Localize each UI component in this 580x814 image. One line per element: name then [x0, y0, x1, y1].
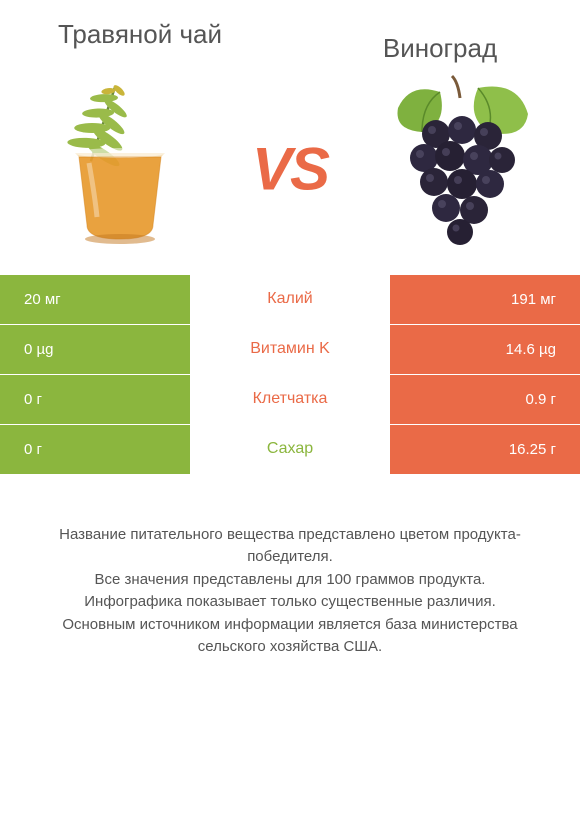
footer-text: Название питательного вещества представл… — [0, 474, 580, 659]
table-row: 0 гКлетчатка0.9 г — [0, 374, 580, 424]
cell-left-value: 20 мг — [0, 275, 190, 324]
cell-nutrient-name: Клетчатка — [190, 375, 390, 424]
cell-nutrient-name: Калий — [190, 275, 390, 324]
footer-line: Основным источником информации является … — [30, 614, 550, 659]
footer-line: Все значения представлены для 100 граммо… — [30, 569, 550, 592]
product-right-image — [370, 74, 550, 254]
table-row: 0 гСахар16.25 г — [0, 424, 580, 474]
cell-right-value: 191 мг — [390, 275, 580, 324]
cell-nutrient-name: Сахар — [190, 425, 390, 474]
nutrient-table: 20 мгКалий191 мг0 µgВитамин K14.6 µg0 гК… — [0, 274, 580, 474]
cell-left-value: 0 г — [0, 425, 190, 474]
vs-label: VS — [252, 134, 328, 203]
cell-right-value: 0.9 г — [390, 375, 580, 424]
product-left-title: Травяной чай — [40, 20, 240, 50]
header: Травяной чай Виноград — [0, 0, 580, 64]
table-row: 0 µgВитамин K14.6 µg — [0, 324, 580, 374]
footer-line: Инфографика показывает только существенн… — [30, 591, 550, 614]
cell-right-value: 16.25 г — [390, 425, 580, 474]
product-left-image — [30, 74, 210, 254]
images-row: VS — [0, 64, 580, 274]
product-right-title: Виноград — [340, 20, 540, 64]
cell-left-value: 0 µg — [0, 325, 190, 374]
table-row: 20 мгКалий191 мг — [0, 274, 580, 324]
footer-line: Название питательного вещества представл… — [30, 524, 550, 569]
cell-right-value: 14.6 µg — [390, 325, 580, 374]
cell-nutrient-name: Витамин K — [190, 325, 390, 374]
cell-left-value: 0 г — [0, 375, 190, 424]
